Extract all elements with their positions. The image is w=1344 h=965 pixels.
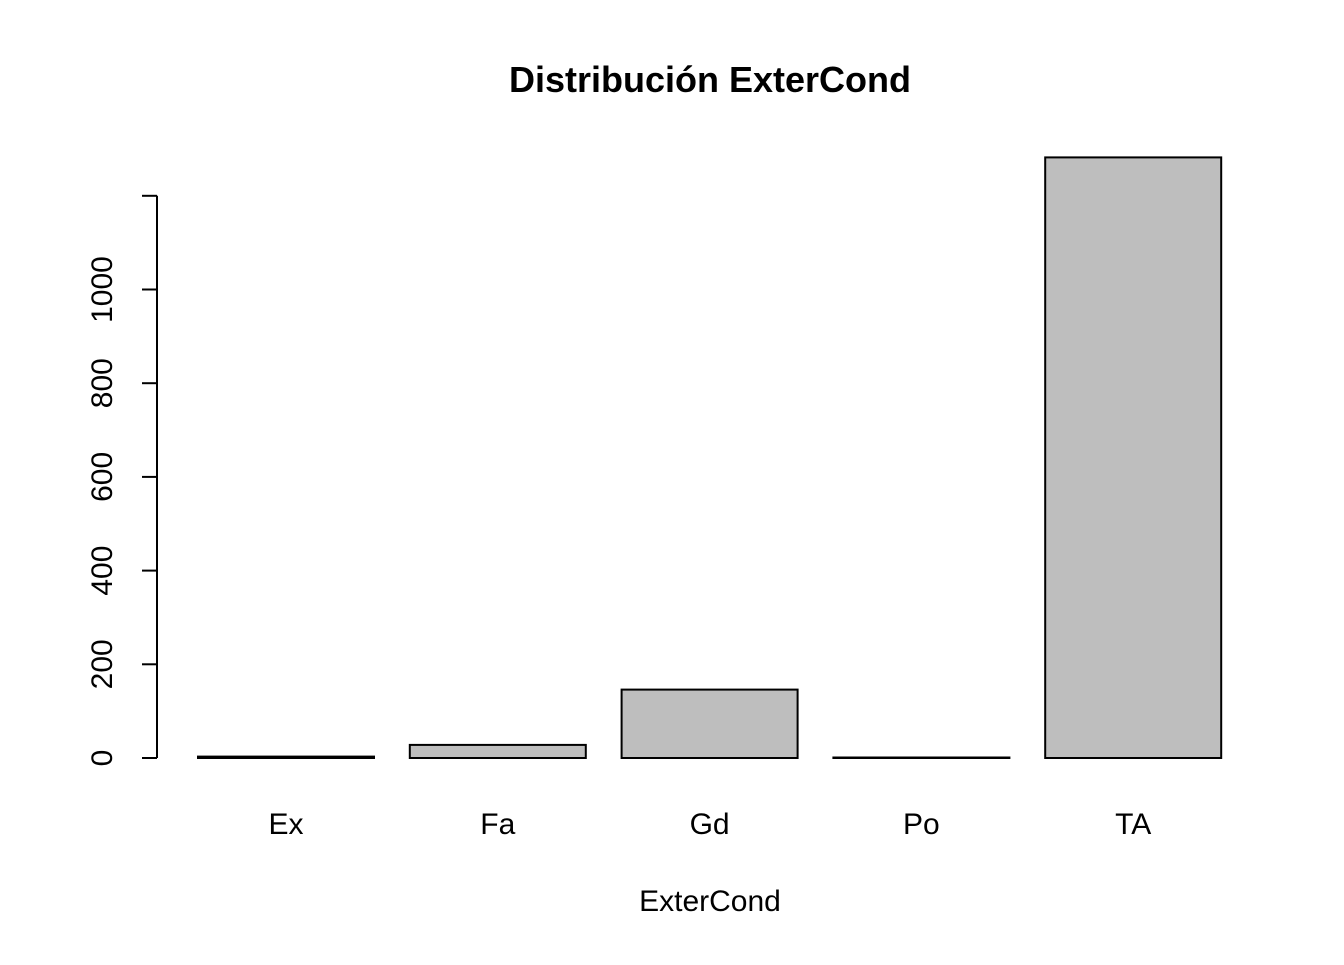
x-tick-label-ta: TA [1115, 808, 1151, 841]
y-tick-label-400: 400 [86, 546, 119, 596]
y-tick-label-1000: 1000 [86, 256, 119, 323]
bar-ex [197, 755, 375, 759]
y-tick-label-800: 800 [86, 358, 119, 408]
bar-ta [1044, 156, 1223, 759]
y-axis: 0 200 400 600 800 1000 [86, 194, 158, 767]
x-axis-labels: Ex Fa Gd Po TA [268, 808, 1151, 841]
y-tick-label-0: 0 [86, 750, 119, 767]
x-tick-label-po: Po [903, 808, 940, 841]
chart-title: Distribución ExterCond [509, 59, 911, 100]
bar-fa [408, 743, 587, 760]
x-axis-title: ExterCond [639, 885, 781, 918]
x-tick-label-gd: Gd [690, 808, 730, 841]
y-tick-label-200: 200 [86, 639, 119, 689]
bar-gd [620, 688, 799, 759]
x-tick-label-ex: Ex [268, 808, 303, 841]
x-tick-label-fa: Fa [480, 808, 515, 841]
y-tick-label-600: 600 [86, 452, 119, 502]
bar-po [832, 756, 1011, 759]
bars-group [197, 156, 1223, 760]
